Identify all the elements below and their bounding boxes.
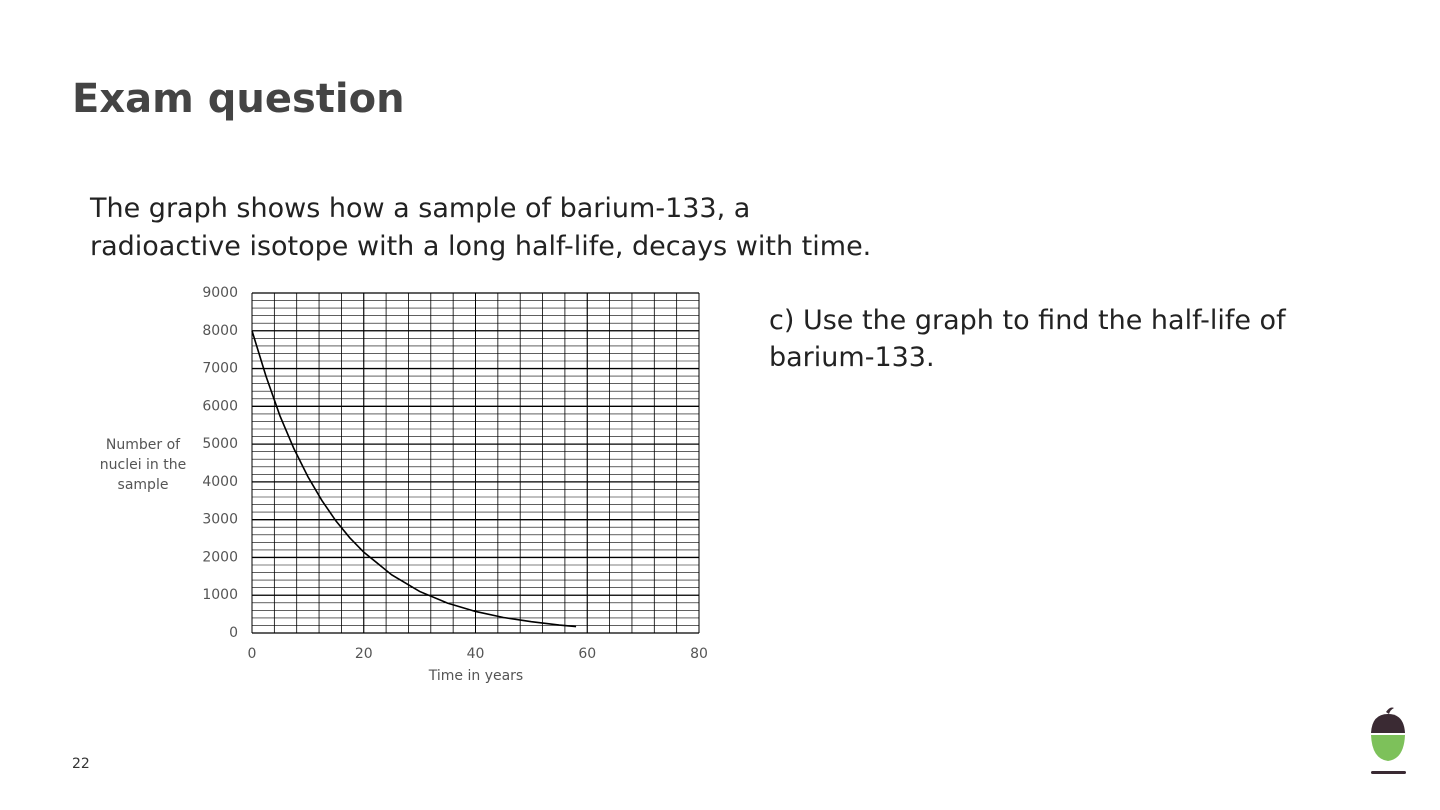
- body-text: The graph shows how a sample of barium-1…: [90, 193, 751, 224]
- logo: [1371, 707, 1406, 774]
- y-tick-label: 7000: [202, 361, 238, 377]
- y-tick-label: 2000: [202, 549, 238, 565]
- y-tick-label: 3000: [202, 512, 238, 528]
- decay-curve: [251, 330, 577, 628]
- y-tick-label: 9000: [202, 285, 238, 301]
- y-tick-label: 4000: [202, 474, 238, 490]
- y-axis-label: Number of nuclei in the sample: [99, 437, 187, 493]
- y-tick-label: 8000: [202, 323, 238, 339]
- x-tick-label: 80: [690, 646, 708, 662]
- slide-title: Exam question: [72, 76, 405, 122]
- x-tick-label: 20: [355, 646, 373, 662]
- x-tick-label: 60: [578, 646, 596, 662]
- question-text: c) Use the graph to find the half-life o…: [769, 305, 1286, 336]
- x-tick-label: 0: [248, 646, 257, 662]
- body-text: radioactive isotope with a long half-lif…: [90, 231, 872, 262]
- question-text: barium-133.: [769, 342, 935, 373]
- y-tick-label: 5000: [202, 436, 238, 452]
- y-tick-label: 0: [229, 625, 238, 641]
- page-number: 22: [72, 756, 90, 772]
- y-tick-label: 6000: [202, 398, 238, 414]
- x-axis-label: Time in years: [428, 668, 523, 684]
- y-tick-label: 1000: [202, 587, 238, 603]
- x-tick-label: 40: [467, 646, 485, 662]
